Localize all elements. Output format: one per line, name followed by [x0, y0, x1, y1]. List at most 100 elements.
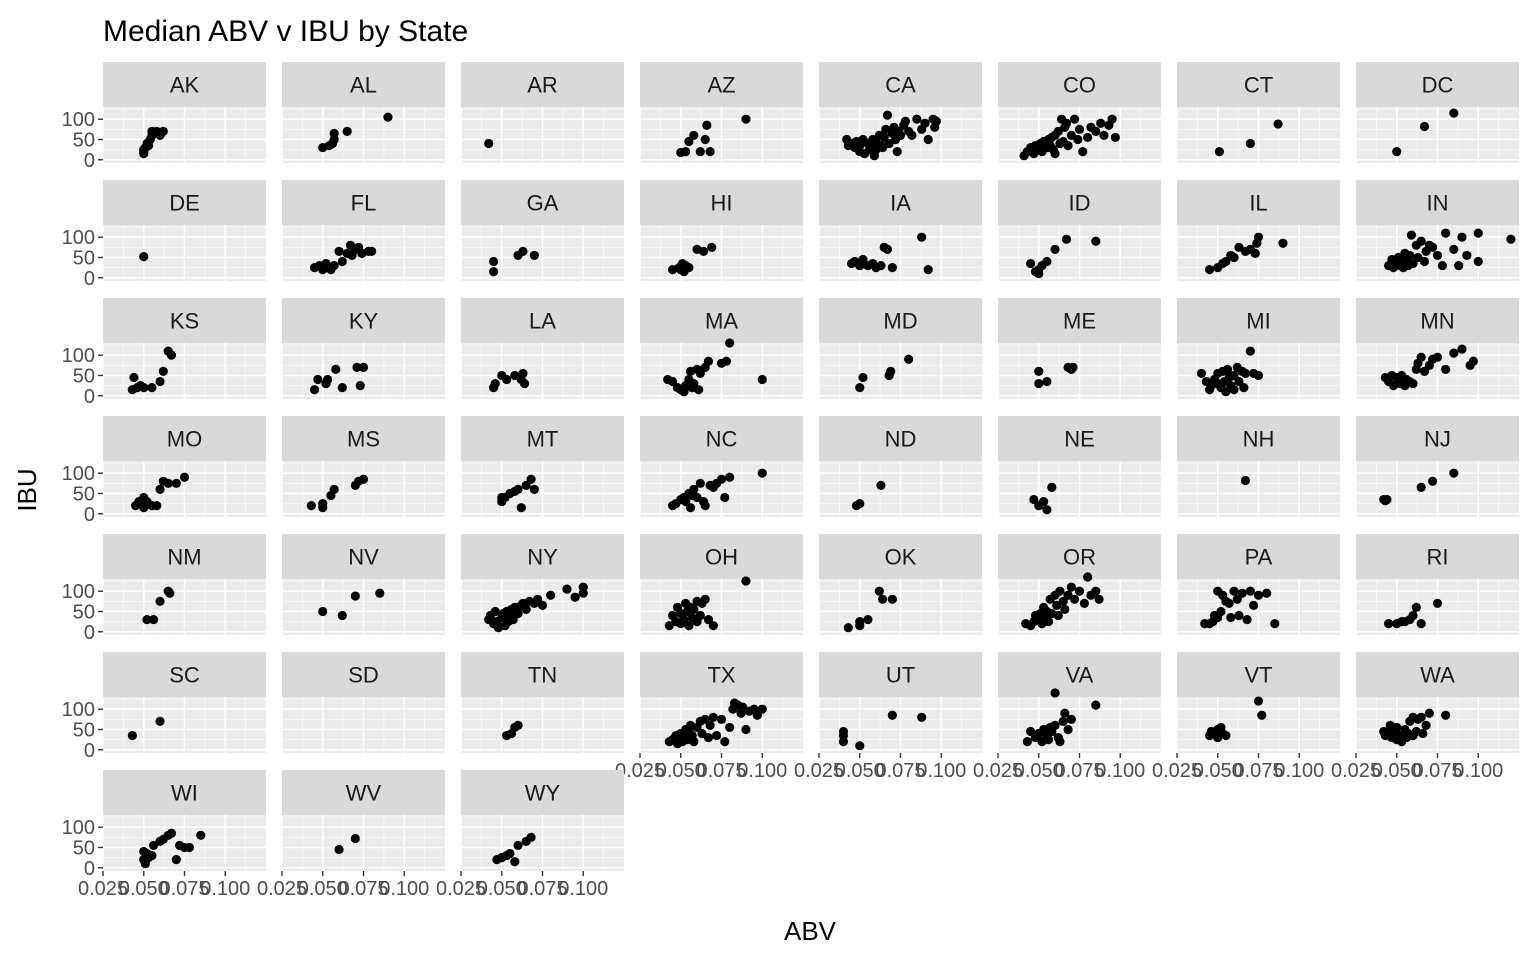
data-point	[1449, 108, 1459, 118]
data-point	[489, 256, 499, 267]
facet-panel-il: IL	[1176, 180, 1340, 281]
facet-strip-label: NJ	[1424, 427, 1451, 452]
x-tick-label: 0.075	[1054, 760, 1104, 782]
facet-panel-tn: TN	[460, 652, 624, 753]
data-point	[1419, 256, 1430, 267]
data-point	[179, 472, 190, 482]
data-point	[1050, 149, 1060, 159]
facet-strip	[1356, 62, 1519, 107]
data-point	[741, 724, 751, 735]
facet-strip	[461, 180, 624, 225]
facet-panel-ma: MA	[639, 298, 803, 399]
data-point	[886, 366, 896, 377]
data-point	[375, 588, 385, 598]
data-point	[1042, 376, 1052, 387]
facet-strip-label: SD	[348, 663, 379, 688]
data-point	[139, 383, 149, 393]
data-point	[887, 594, 897, 604]
data-point	[725, 472, 735, 482]
facet-panel-ia: IA	[818, 180, 982, 281]
x-tick-label: 0.025	[973, 760, 1023, 782]
data-point	[855, 499, 865, 509]
data-point	[1408, 378, 1418, 389]
facet-strip	[282, 770, 445, 815]
data-point	[1063, 724, 1073, 735]
facet-panel-ca: CA	[818, 62, 982, 163]
facet-strip	[461, 298, 624, 343]
facet-strip-label: AR	[527, 73, 558, 98]
chart-title: Median ABV v IBU by State	[103, 15, 468, 48]
facet-panel-sd: SD	[281, 652, 445, 753]
data-point	[882, 110, 893, 120]
y-tick-label: 50	[73, 129, 95, 151]
data-point	[1107, 114, 1117, 124]
data-point	[1416, 352, 1426, 362]
data-point	[1454, 260, 1464, 271]
data-point	[1050, 688, 1060, 698]
data-point	[705, 720, 715, 731]
data-point	[147, 383, 157, 393]
data-point	[334, 246, 344, 256]
data-point	[863, 614, 873, 625]
data-point	[716, 714, 727, 724]
y-axis-title: IBU	[12, 468, 42, 511]
facet-strip-label: TX	[707, 663, 735, 688]
data-point	[720, 492, 730, 503]
data-point	[171, 855, 181, 865]
facet-strip	[640, 62, 803, 107]
data-point	[757, 704, 767, 714]
x-tick-label: 0.025	[1152, 760, 1202, 782]
data-point	[578, 588, 588, 598]
facet-panel-me: ME	[997, 298, 1161, 399]
data-point	[708, 712, 718, 722]
facet-strip-label: LA	[529, 309, 556, 334]
facet-strip	[819, 534, 982, 579]
facet-strip	[461, 770, 624, 815]
data-point	[725, 338, 735, 348]
data-point	[521, 604, 531, 615]
data-point	[1424, 708, 1434, 718]
data-point	[694, 385, 704, 395]
x-tick-label: 0.075	[696, 760, 746, 782]
data-point	[1055, 586, 1065, 596]
data-point	[127, 730, 137, 741]
data-point	[129, 372, 139, 383]
data-point	[703, 356, 714, 366]
x-tick-label: 0.050	[1372, 760, 1422, 782]
data-point	[1205, 265, 1215, 275]
data-point	[1078, 147, 1088, 157]
data-point	[489, 267, 499, 277]
facet-strip	[282, 534, 445, 579]
data-point	[139, 252, 149, 262]
facet-strip-label: HI	[711, 191, 733, 216]
x-tick-label: 0.050	[477, 878, 527, 900]
facet-panel-nh: NH	[1176, 416, 1340, 517]
facet-strip-label: MD	[883, 309, 917, 334]
data-point	[1432, 598, 1443, 608]
data-point	[1061, 234, 1072, 244]
data-point	[700, 501, 710, 511]
data-point	[529, 250, 539, 261]
facet-strip-label: GA	[527, 191, 559, 216]
facet-strip	[640, 416, 803, 461]
data-point	[562, 584, 572, 594]
data-point	[1240, 475, 1251, 486]
data-point	[895, 130, 906, 141]
facet-strip-label: NE	[1064, 427, 1095, 452]
data-point	[923, 134, 933, 145]
facet-strip	[103, 180, 266, 225]
data-point	[1441, 710, 1451, 720]
data-point	[147, 850, 157, 861]
data-point	[166, 828, 177, 838]
data-point	[855, 741, 865, 751]
data-point	[513, 608, 523, 619]
x-tick-label: 0.100	[1274, 760, 1324, 782]
x-tick-label: 0.100	[737, 760, 787, 782]
facet-panel-az: AZ	[639, 62, 803, 163]
facet-strip-label: PA	[1245, 545, 1273, 570]
data-point	[1468, 356, 1478, 366]
data-point	[1043, 617, 1054, 627]
data-point	[1273, 119, 1283, 129]
facet-panel-id: ID	[997, 180, 1161, 281]
facet-strip-label: CT	[1244, 73, 1273, 98]
